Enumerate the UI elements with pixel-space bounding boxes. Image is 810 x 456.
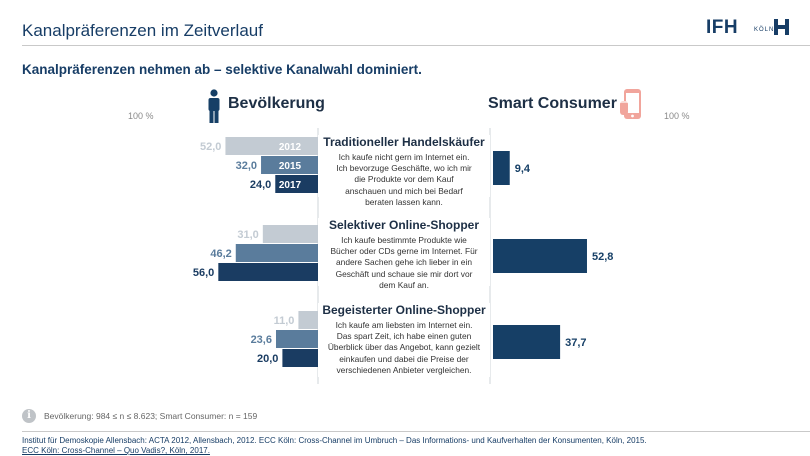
segment-panel-traditional: Traditioneller Handelskäufer Ich kaufe n… [318, 135, 490, 207]
bar-smart-consumer [493, 325, 561, 359]
ifh-logo-mark-icon [774, 19, 789, 35]
ifh-logo: IFH KÖLN [706, 17, 789, 39]
bar-2012 [298, 311, 318, 329]
bar-2015 [235, 244, 318, 262]
data-label-2017: 20,0 [257, 353, 278, 365]
segment-panel-selective: Selektiver Online-Shopper Ich kaufe best… [318, 218, 490, 290]
title-divider [22, 45, 810, 46]
segment-title: Traditioneller Handelskäufer [323, 135, 485, 149]
data-label-2015: 32,0 [236, 160, 257, 172]
scale-label-left: 100 % [128, 111, 154, 121]
data-label-smart-consumer: 9,4 [515, 163, 531, 175]
data-label-2012: 31,0 [237, 229, 258, 241]
source-citation: Institut für Demoskopie Allensbach: ACTA… [22, 436, 647, 445]
person-icon [208, 89, 220, 123]
bar-smart-consumer [493, 151, 510, 185]
bar-2012 [225, 137, 318, 155]
data-label-smart-consumer: 37,7 [565, 337, 586, 349]
page-title: Kanalpräferenzen im Zeitverlauf [22, 21, 263, 40]
year-tag-2012: 2012 [279, 142, 302, 153]
source-link[interactable]: ECC Köln: Cross-Channel – Quo Vadis?, Kö… [22, 446, 210, 455]
segment-panel-enthusiastic: Begeisterter Online-Shopper Ich kaufe am… [318, 303, 490, 377]
year-tag-2015: 2015 [279, 161, 302, 172]
slide-subtitle: Kanalpräferenzen nehmen ab – selektive K… [22, 62, 422, 77]
group-label-smart-consumer: Smart Consumer [488, 95, 617, 112]
bar-2015 [275, 330, 318, 348]
data-label-2012: 52,0 [200, 141, 221, 153]
data-label-2017: 24,0 [250, 179, 271, 191]
bar-2015 [261, 156, 318, 174]
bar-2017 [282, 349, 318, 367]
logo-text: IFH [706, 17, 739, 38]
data-label-smart-consumer: 52,8 [592, 251, 613, 263]
data-label-2017: 56,0 [193, 267, 214, 279]
scale-label-right: 100 % [664, 111, 690, 121]
data-label-2015: 23,6 [251, 334, 272, 346]
smartphone-icon [620, 89, 641, 119]
sample-size-note: Bevölkerung: 984 ≤ n ≤ 8.623; Smart Cons… [44, 411, 258, 421]
bar-smart-consumer [493, 239, 587, 273]
bar-2017 [218, 263, 318, 281]
info-icon: i [22, 409, 36, 423]
year-tag-2017: 2017 [279, 180, 302, 191]
bar-2017 [275, 175, 318, 193]
group-label-bevoelkerung: Bevölkerung [228, 95, 325, 112]
data-label-2015: 46,2 [210, 248, 231, 260]
footer-divider [22, 431, 810, 432]
segment-title: Begeisterter Online-Shopper [322, 303, 486, 317]
segment-description: Ich kaufe bestimmte Produkte wie Bücher … [330, 235, 478, 290]
segment-description: Ich kaufe am liebsten im Internet ein. D… [327, 320, 481, 375]
logo-subtext: KÖLN [754, 27, 775, 33]
data-label-2012: 11,0 [274, 315, 295, 327]
segment-title: Selektiver Online-Shopper [328, 218, 480, 232]
bar-2012 [262, 225, 318, 243]
segment-description: Ich kaufe nicht gern im Internet ein. Ic… [336, 152, 472, 207]
